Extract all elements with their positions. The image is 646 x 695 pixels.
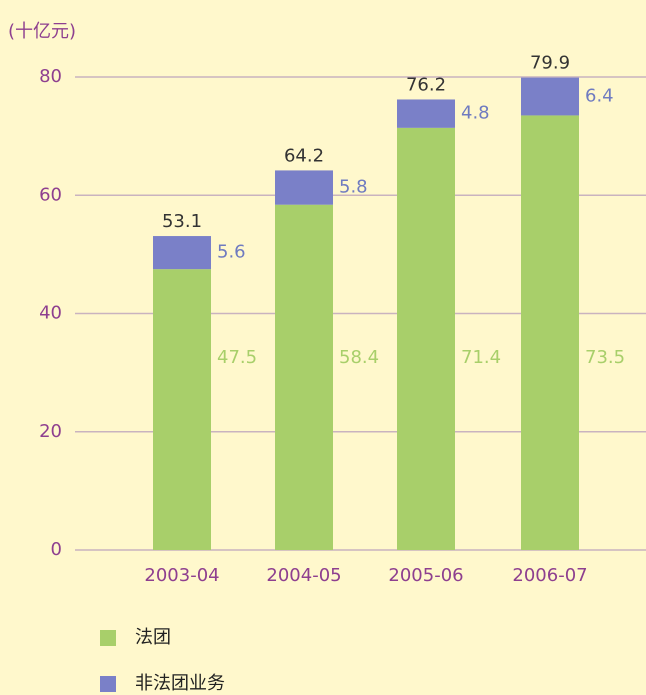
total-label: 64.2: [284, 145, 324, 166]
bar-segment: [153, 269, 211, 550]
y-tick-label: 0: [51, 539, 62, 560]
value-label: 73.5: [585, 347, 625, 368]
x-tick-label: 2004-05: [266, 565, 341, 586]
value-label: 5.6: [217, 242, 246, 263]
y-tick-label: 40: [39, 303, 62, 324]
x-tick-label: 2006-07: [512, 565, 587, 586]
x-tick-label: 2005-06: [388, 565, 463, 586]
total-label: 53.1: [162, 211, 202, 232]
value-label: 47.5: [217, 347, 257, 368]
value-label: 71.4: [461, 347, 501, 368]
x-tick-label: 2003-04: [144, 565, 219, 586]
value-label: 4.8: [461, 103, 490, 124]
legend-label: 非法团业务: [135, 673, 225, 694]
y-axis-label: (十亿元): [8, 21, 76, 42]
bar-segment: [521, 77, 579, 116]
bar-segment: [397, 99, 455, 128]
value-label: 6.4: [585, 86, 614, 107]
y-tick-label: 60: [39, 184, 62, 205]
bar-segment: [521, 115, 579, 551]
legend-swatch: [100, 630, 116, 646]
value-label: 58.4: [339, 347, 379, 368]
y-tick-label: 80: [39, 66, 62, 87]
bar-segment: [153, 236, 211, 270]
bar-segment: [397, 127, 455, 550]
legend-swatch: [100, 676, 116, 692]
value-label: 5.8: [339, 177, 368, 198]
bar-segment: [275, 204, 333, 550]
y-tick-label: 20: [39, 421, 62, 442]
legend-label: 法团: [135, 627, 171, 648]
total-label: 79.9: [530, 53, 570, 74]
bar-segment: [275, 170, 333, 205]
total-label: 76.2: [406, 74, 446, 95]
